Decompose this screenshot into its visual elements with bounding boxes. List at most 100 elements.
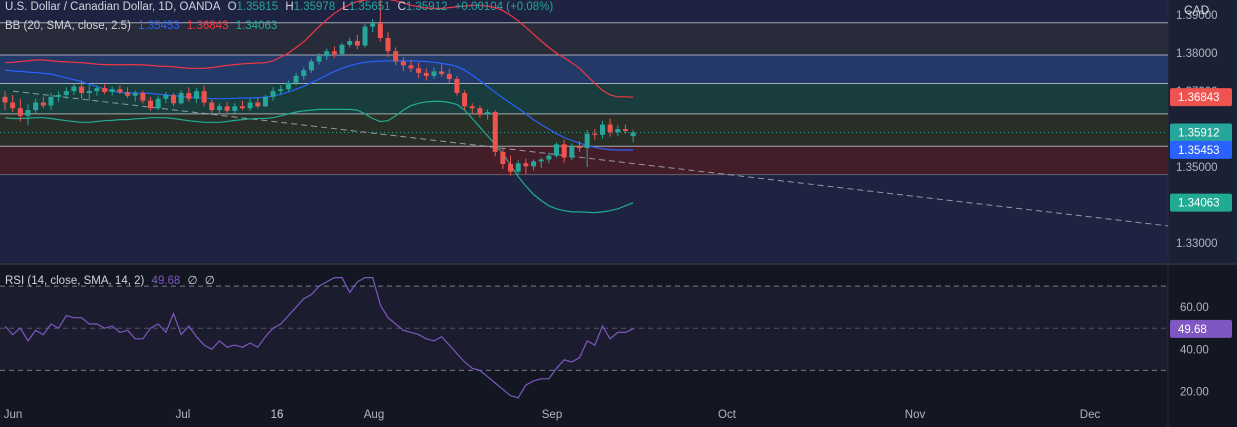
candle-body[interactable]	[592, 133, 598, 135]
candle-body[interactable]	[377, 23, 383, 38]
trendline-dashed	[12, 90, 1169, 227]
candle-body[interactable]	[270, 91, 276, 97]
candle-body[interactable]	[148, 100, 154, 109]
candle-body[interactable]	[163, 94, 169, 99]
candle-body[interactable]	[56, 94, 62, 97]
candle-body[interactable]	[209, 102, 215, 111]
candle-body[interactable]	[462, 93, 468, 107]
candle-body[interactable]	[132, 93, 138, 96]
candle-body[interactable]	[439, 71, 445, 75]
candle-body[interactable]	[17, 108, 23, 116]
candle-body[interactable]	[262, 96, 268, 107]
candle-body[interactable]	[63, 91, 69, 95]
trendline	[12, 90, 1169, 227]
candle-body[interactable]	[577, 146, 582, 149]
candle-body[interactable]	[125, 92, 131, 96]
candle-body[interactable]	[446, 74, 452, 79]
candle-body[interactable]	[554, 144, 560, 156]
candle-body[interactable]	[370, 23, 376, 27]
candle-body[interactable]	[216, 106, 222, 111]
candle-body[interactable]	[531, 161, 537, 167]
candle-body[interactable]	[232, 106, 238, 111]
candle-body[interactable]	[255, 102, 261, 107]
candle-body[interactable]	[178, 93, 184, 104]
candle-body[interactable]	[48, 96, 54, 106]
candle-body[interactable]	[500, 151, 506, 165]
rsi-line	[4, 277, 634, 399]
candle-body[interactable]	[523, 163, 529, 167]
rsi-legend[interactable]: RSI (14, close, SMA, 14, 2) 49.68 ∅ ∅	[5, 273, 219, 287]
candle-body[interactable]	[607, 124, 613, 133]
candle-body[interactable]	[278, 89, 284, 92]
candle-body[interactable]	[71, 86, 77, 92]
candle-body[interactable]	[86, 91, 92, 94]
candle-body[interactable]	[431, 71, 437, 76]
candle-body[interactable]	[224, 106, 230, 111]
candle-body[interactable]	[362, 26, 368, 46]
candle-body[interactable]	[393, 51, 399, 62]
candle-body[interactable]	[615, 129, 621, 133]
candle-body[interactable]	[400, 61, 406, 66]
candle-body[interactable]	[538, 159, 544, 162]
candle-body[interactable]	[308, 61, 314, 71]
open-label: O	[227, 1, 237, 13]
candle-body[interactable]	[40, 102, 46, 106]
candle-body[interactable]	[171, 94, 177, 104]
candle-body[interactable]	[569, 146, 575, 158]
currency-label[interactable]: CAD	[1184, 3, 1210, 17]
bb-title: BB (20, SMA, close, 2.5)	[5, 20, 131, 32]
candle-body[interactable]	[201, 91, 207, 103]
candle-body[interactable]	[508, 164, 514, 172]
candle-body[interactable]	[186, 93, 192, 99]
candle-body[interactable]	[155, 98, 161, 109]
candle-body[interactable]	[10, 102, 16, 109]
candle-body[interactable]	[546, 155, 552, 160]
price-tick-label: 1.38000	[1176, 48, 1218, 60]
candle-body[interactable]	[285, 82, 291, 90]
candle-body[interactable]	[94, 88, 100, 92]
candle-body[interactable]	[408, 65, 414, 69]
candle-body[interactable]	[515, 163, 521, 172]
candle-body[interactable]	[247, 102, 253, 109]
candle-body[interactable]	[316, 56, 322, 62]
candle-body[interactable]	[561, 144, 567, 158]
candle-body[interactable]	[584, 133, 590, 149]
candle-body[interactable]	[485, 112, 491, 115]
candle-body[interactable]	[293, 75, 299, 83]
symbol-legend[interactable]: U.S. Dollar / Canadian Dollar, 1D, OANDA…	[5, 1, 561, 13]
candle-body[interactable]	[416, 68, 422, 73]
candle-body[interactable]	[477, 108, 483, 115]
bb-legend[interactable]: BB (20, SMA, close, 2.5) 1.35453 1.36843…	[5, 20, 281, 32]
candle-body[interactable]	[25, 110, 31, 116]
candle-body[interactable]	[339, 44, 345, 54]
candle-body[interactable]	[454, 78, 460, 94]
zone-band	[0, 113, 1168, 147]
upper-band-tag-bg	[1170, 88, 1232, 107]
candle-body[interactable]	[301, 70, 307, 76]
candle-body[interactable]	[79, 86, 85, 94]
candle-body[interactable]	[354, 41, 360, 46]
candle-body[interactable]	[331, 51, 337, 54]
candle-body[interactable]	[109, 89, 115, 92]
time-tick-label: Nov	[905, 409, 926, 421]
candle-body[interactable]	[239, 106, 245, 109]
candle-body[interactable]	[385, 37, 391, 52]
candle-body[interactable]	[117, 89, 123, 93]
candle-body[interactable]	[630, 132, 636, 137]
candles[interactable]	[2, 0, 636, 176]
candle-body[interactable]	[492, 112, 498, 152]
candle-body[interactable]	[599, 124, 605, 135]
candle-body[interactable]	[324, 51, 330, 57]
candle-body[interactable]	[194, 91, 199, 99]
candle-body[interactable]	[2, 96, 8, 103]
candle-body[interactable]	[33, 102, 39, 111]
close-label: C	[397, 1, 406, 13]
candle-body[interactable]	[469, 106, 475, 109]
candle-body[interactable]	[347, 41, 353, 45]
candle-body[interactable]	[622, 129, 628, 131]
candle-body[interactable]	[102, 88, 108, 92]
candle-body[interactable]	[140, 93, 146, 101]
candle-body[interactable]	[423, 72, 429, 76]
